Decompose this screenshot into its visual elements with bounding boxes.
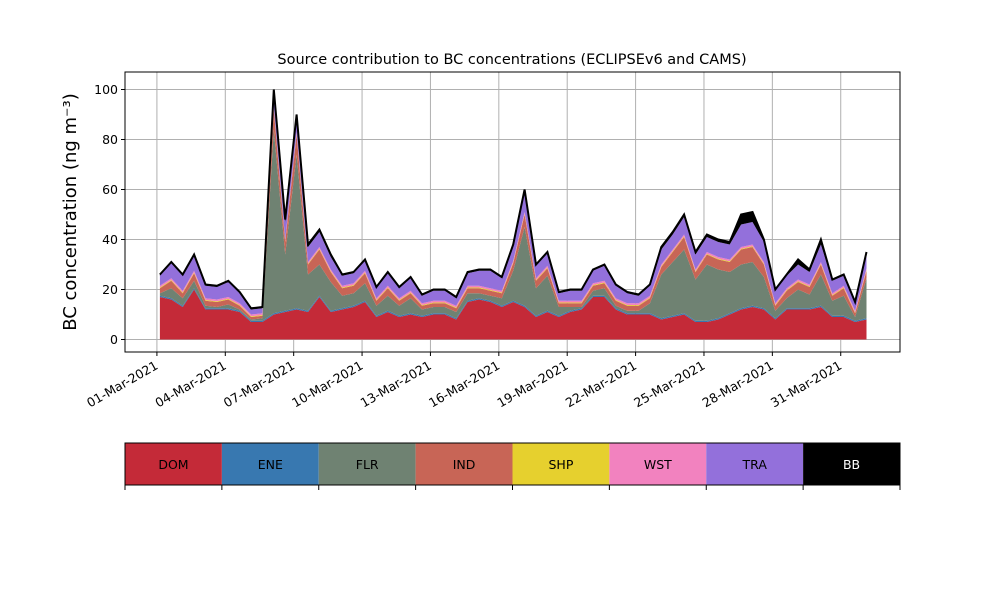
legend-swatch-tra (706, 443, 804, 485)
area-dom (159, 289, 867, 340)
x-tick-label: 10-Mar-2021 (289, 358, 365, 411)
legend-label-wst: WST (644, 457, 672, 472)
x-tick-label: 07-Mar-2021 (221, 358, 297, 411)
stacked-areas (159, 89, 867, 340)
total-line (159, 89, 868, 310)
x-tick-label: 22-Mar-2021 (563, 358, 639, 411)
legend-label-ind: IND (453, 457, 476, 472)
y-tick-label: 60 (102, 182, 118, 197)
legend-label-ene: ENE (258, 457, 283, 472)
legend-swatch-shp (512, 443, 610, 485)
y-tick-label: 80 (102, 132, 118, 147)
x-tick-label: 19-Mar-2021 (494, 358, 570, 411)
x-tick-label: 13-Mar-2021 (358, 358, 434, 411)
y-tick-label: 0 (110, 332, 118, 347)
x-tick-label: 04-Mar-2021 (152, 358, 228, 411)
x-axis-ticks: 01-Mar-202104-Mar-202107-Mar-202110-Mar-… (84, 352, 844, 410)
chart-title: Source contribution to BC concentrations… (277, 52, 746, 68)
legend-swatch-wst (609, 443, 707, 485)
y-tick-label: 20 (102, 282, 118, 297)
y-tick-label: 40 (102, 232, 118, 247)
y-tick-label: 100 (94, 82, 118, 97)
x-tick-label: 25-Mar-2021 (631, 358, 707, 411)
legend-swatch-bb (803, 443, 900, 485)
legend-label-flr: FLR (356, 457, 379, 472)
legend-swatch-dom (125, 443, 222, 485)
area-flr (159, 129, 867, 321)
legend-label-bb: BB (843, 457, 860, 472)
legend-colorbar: DOM ENE FLR IND SHP WST TRA BB (124, 442, 901, 490)
y-axis-ticks: 0 20 40 60 80 100 (94, 82, 125, 347)
area-tra (159, 92, 867, 315)
legend-swatch-ene (221, 443, 319, 485)
legend-swatch-ind (415, 443, 513, 485)
x-tick-label: 31-Mar-2021 (768, 358, 844, 411)
legend-label-dom: DOM (158, 457, 188, 472)
x-tick-label: 28-Mar-2021 (699, 358, 775, 411)
x-tick-label: 01-Mar-2021 (84, 358, 160, 411)
legend-label-tra: TRA (742, 457, 768, 472)
plot-frame (124, 71, 901, 353)
legend-swatch-flr (318, 443, 416, 485)
x-tick-label: 16-Mar-2021 (426, 358, 502, 411)
legend-label-shp: SHP (549, 457, 574, 472)
y-axis-label: BC concentration (ng m⁻³) (60, 93, 81, 331)
total-concentration-line (159, 89, 868, 310)
